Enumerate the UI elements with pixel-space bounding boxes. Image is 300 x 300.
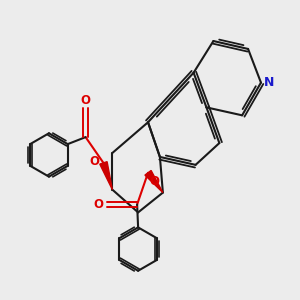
Text: N: N <box>264 76 274 89</box>
Text: O: O <box>149 175 159 188</box>
Text: O: O <box>89 155 100 168</box>
Text: O: O <box>81 94 91 106</box>
Polygon shape <box>100 162 112 190</box>
Polygon shape <box>145 170 163 193</box>
Text: O: O <box>94 198 103 211</box>
